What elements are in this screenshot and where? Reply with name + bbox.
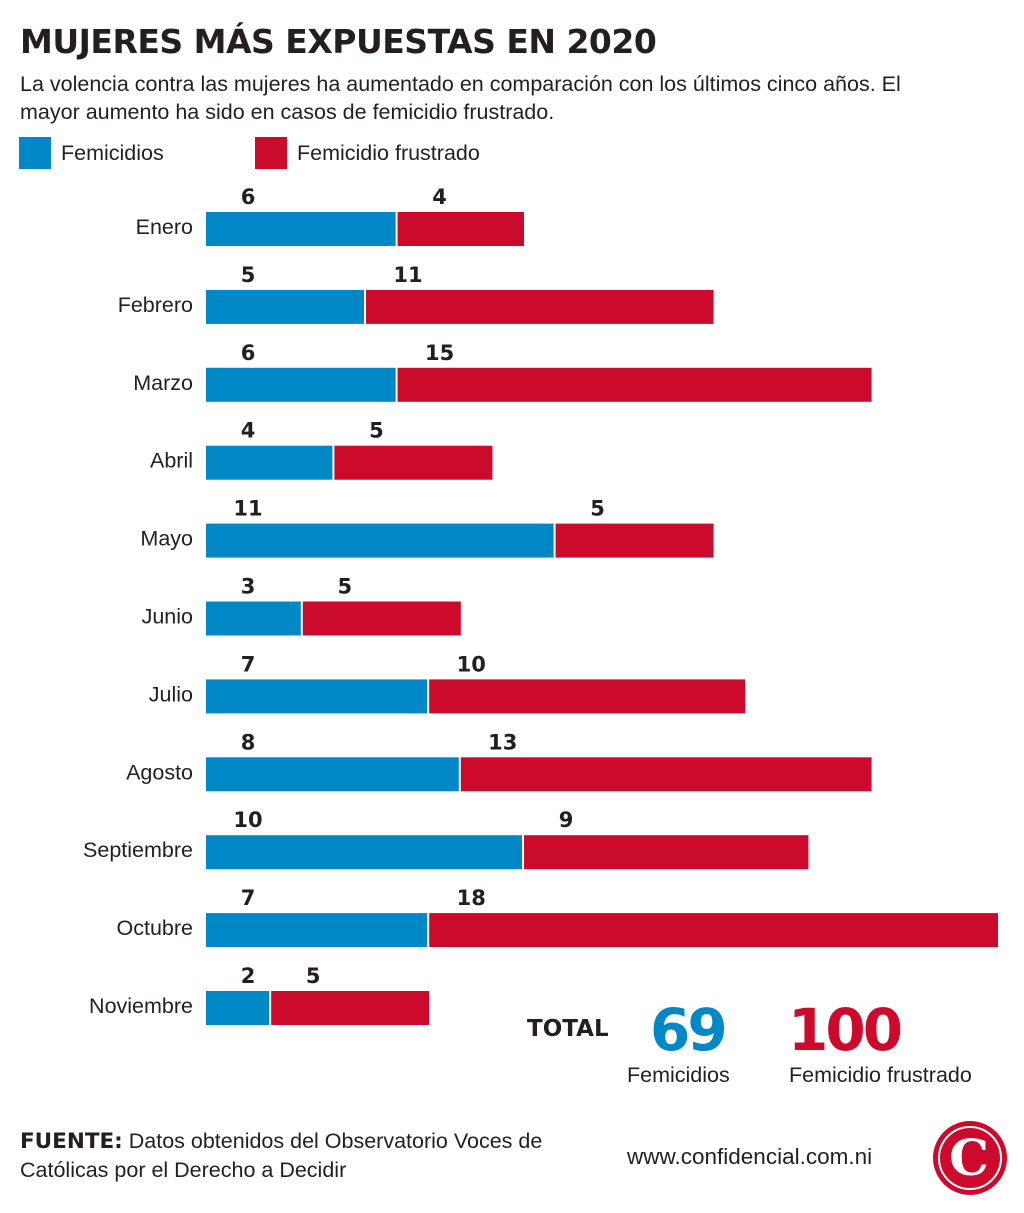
category-label-mayo: Mayo (140, 527, 193, 551)
bar-femicidios-noviembre (206, 991, 270, 1025)
bar-femicidios-octubre (206, 913, 428, 948)
value-label-frustrado-noviembre: 5 (306, 964, 321, 988)
value-label-frustrado-julio: 10 (457, 652, 486, 676)
bar-femicidios-febrero (206, 289, 364, 324)
bar-frustrado-abril (334, 445, 493, 480)
bar-frustrado-enero (397, 212, 524, 246)
value-label-frustrado-enero: 4 (432, 185, 447, 209)
value-label-femicidios-junio: 3 (241, 575, 256, 599)
source-text: Datos obtenidos del Observatorio Voces d… (20, 1129, 543, 1182)
value-label-femicidios-abril: 4 (241, 419, 256, 443)
logo-letter: C (949, 1128, 989, 1187)
category-label-noviembre: Noviembre (89, 994, 193, 1018)
category-label-enero: Enero (136, 215, 193, 239)
bar-femicidios-julio (206, 679, 428, 714)
bar-frustrado-marzo (397, 367, 872, 402)
value-label-frustrado-febrero: 11 (393, 263, 422, 287)
category-label-septiembre: Septiembre (83, 838, 193, 862)
legend-label-frustrado: Femicidio frustrado (297, 140, 480, 165)
bar-femicidios-agosto (206, 757, 459, 792)
legend: Femicidios Femicidio frustrado (0, 137, 1024, 171)
total-femicidios-value: 69 (650, 996, 728, 1064)
legend-swatch-femicidios (19, 137, 51, 169)
category-label-julio: Julio (149, 682, 193, 706)
bar-frustrado-noviembre (271, 991, 430, 1025)
bar-frustrado-julio (429, 679, 746, 714)
legend-item-femicidios: Femicidios (19, 137, 164, 169)
legend-label-femicidios: Femicidios (61, 140, 164, 165)
bar-frustrado-febrero (366, 289, 714, 324)
chart-subtitle: La volencia contra las mujeres ha aument… (20, 72, 901, 124)
value-label-frustrado-abril: 5 (369, 419, 384, 443)
bar-femicidios-abril (206, 445, 333, 480)
total-frustrado-label: Femicidio frustrado (789, 1063, 972, 1087)
bar-frustrado-septiembre (524, 835, 809, 870)
value-label-femicidios-septiembre: 10 (233, 808, 262, 832)
value-label-frustrado-septiembre: 9 (559, 808, 574, 832)
source-note: FUENTE: Datos obtenidos del Observatorio… (20, 1127, 580, 1184)
value-label-frustrado-octubre: 18 (457, 886, 486, 910)
bar-femicidios-junio (206, 601, 301, 636)
total-femicidios-label: Femicidios (627, 1063, 730, 1087)
value-label-femicidios-enero: 6 (241, 185, 256, 209)
value-label-femicidios-febrero: 5 (241, 263, 256, 287)
confidencial-logo-icon: C (933, 1121, 1007, 1195)
value-label-frustrado-agosto: 13 (488, 730, 517, 754)
bar-frustrado-junio (302, 601, 461, 636)
value-label-femicidios-octubre: 7 (241, 886, 256, 910)
total-frustrado-value: 100 (788, 996, 903, 1064)
legend-swatch-frustrado (255, 137, 287, 169)
value-label-femicidios-julio: 7 (241, 652, 256, 676)
category-label-junio: Junio (142, 605, 193, 629)
value-label-femicidios-agosto: 8 (241, 730, 256, 754)
bar-femicidios-mayo (206, 523, 554, 558)
category-label-febrero: Febrero (118, 293, 193, 317)
category-label-marzo: Marzo (133, 371, 193, 395)
source-label: FUENTE: (20, 1129, 123, 1154)
value-label-femicidios-marzo: 6 (241, 341, 256, 365)
category-label-abril: Abril (150, 449, 193, 473)
website-link[interactable]: www.confidencial.com.ni (627, 1144, 873, 1169)
bar-frustrado-agosto (460, 757, 872, 792)
bar-frustrado-octubre (429, 913, 998, 948)
value-label-femicidios-mayo: 11 (233, 497, 262, 521)
category-label-agosto: Agosto (126, 760, 193, 784)
total-label: TOTAL (527, 1016, 609, 1042)
logo-circle (933, 1121, 1007, 1195)
bar-femicidios-septiembre (206, 835, 522, 870)
value-label-femicidios-noviembre: 2 (241, 964, 256, 988)
bar-frustrado-mayo (555, 523, 714, 558)
value-label-frustrado-mayo: 5 (590, 497, 605, 521)
category-label-octubre: Octubre (117, 916, 193, 940)
logo-ring (938, 1126, 1002, 1190)
chart-title: MUJERES MÁS EXPUESTAS EN 2020 (20, 22, 657, 61)
bar-femicidios-enero (206, 212, 396, 246)
legend-item-frustrado: Femicidio frustrado (255, 137, 480, 169)
value-label-frustrado-marzo: 15 (425, 341, 454, 365)
bar-femicidios-marzo (206, 367, 396, 402)
value-label-frustrado-junio: 5 (337, 575, 352, 599)
